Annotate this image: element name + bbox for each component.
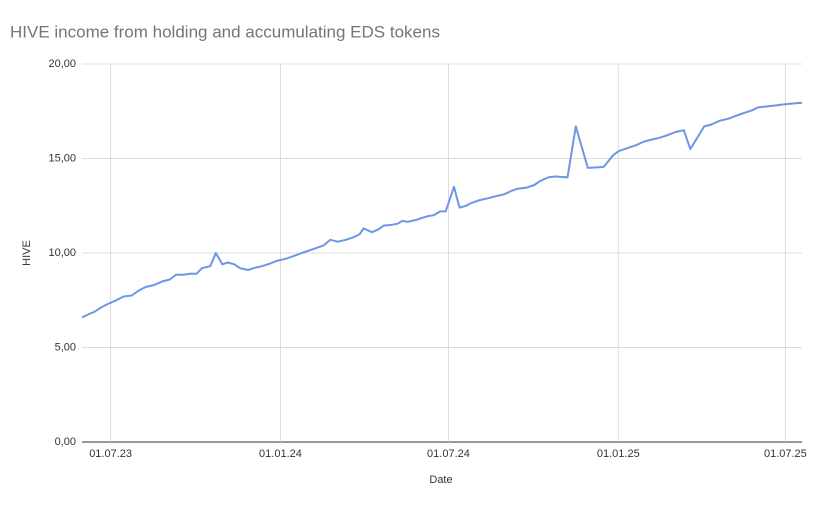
y-axis-label: HIVE [21,240,33,266]
y-tick-label: 10,00 [48,247,76,259]
x-tick-label: 01.07.24 [427,448,470,460]
x-tick-label: 01.01.24 [259,448,302,460]
x-tick-label: 01.07.23 [89,448,132,460]
chart-title: HIVE income from holding and accumulatin… [10,22,440,41]
y-tick-label: 15,00 [48,152,76,164]
y-tick-label: 20,00 [48,58,76,70]
x-axis-label: Date [429,474,452,486]
y-tick-label: 5,00 [55,341,76,353]
x-tick-label: 01.07.25 [764,448,807,460]
x-tick-label: 01.01.25 [597,448,640,460]
data-line [81,101,803,319]
y-tick-label: 0,00 [55,436,76,448]
